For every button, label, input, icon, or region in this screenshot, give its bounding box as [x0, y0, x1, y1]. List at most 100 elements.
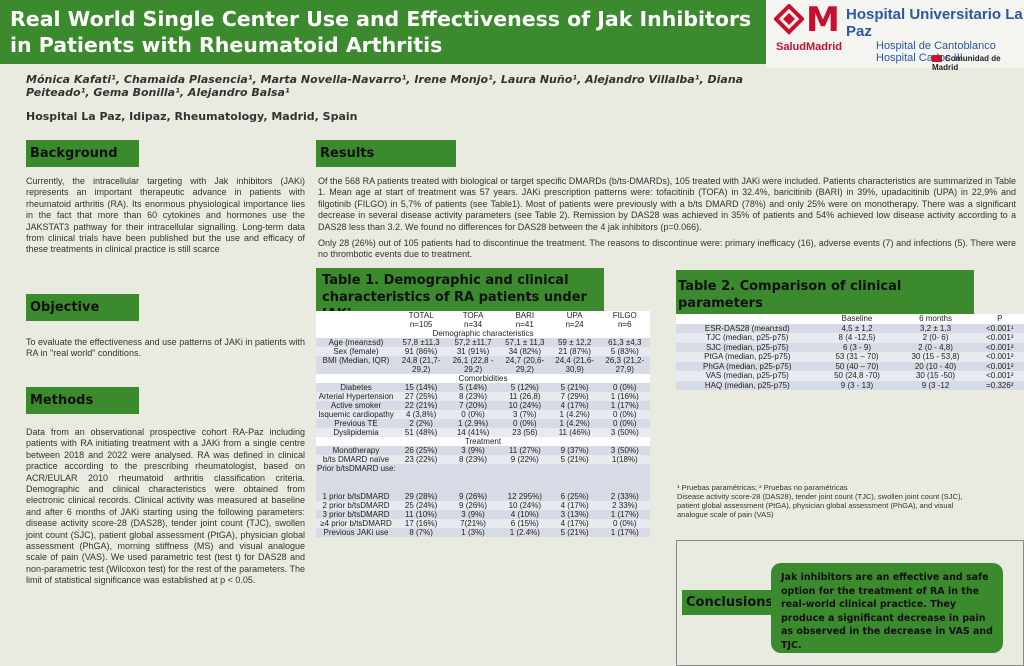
table-cell: 8 (7%): [396, 528, 447, 537]
table-cell: 22 (21%): [396, 401, 447, 410]
table2-row: HAQ (median, p25-p75) 9 (3 - 13) 9 (3 -12 =…: [676, 380, 1024, 390]
table-cell: 7(21%): [446, 519, 500, 528]
table-cell: 57,1 ± 11,3: [499, 338, 550, 347]
table-cell: 57,2 ±11,7: [446, 338, 500, 347]
comunidad-label: Comunidad de Madrid: [932, 54, 1001, 72]
table1-column-header: TOTAL n=105: [396, 311, 447, 329]
table-cell: 3 (7%): [499, 410, 550, 419]
table-cell: 1 (4.2%): [549, 410, 600, 419]
table1-comorbidity-row: Previous TE 2 (2%) 1 (2.9%) 0 (0%) 1 (4.2%) 0…: [316, 419, 650, 428]
table-cell: <0.001²: [975, 361, 1024, 371]
table1-prior-row: Previous JAKi use 8 (7%) 1 (3%) 1 (2.4%) 5 (…: [316, 528, 650, 537]
table-cell: 10 (24%): [499, 501, 550, 510]
table-cell: <0.001²: [975, 342, 1024, 352]
table-cell: 50 (24,8 -70): [818, 371, 896, 381]
table-cell: 20 (10 - 40): [895, 361, 976, 371]
table-cell: <0.001²: [975, 333, 1024, 343]
table2-row: ESR-DAS28 (mean±sd) 4,5 ± 1,2 3,2 ± 1,3 <0.…: [676, 323, 1024, 333]
table-cell: 24,4 (21,6-30,9): [549, 356, 600, 374]
row-label: Monotherapy: [316, 446, 396, 455]
methods-text: Data from an observational prospective c…: [26, 427, 305, 586]
table1-column-header: BARI n=41: [499, 311, 550, 329]
table-cell: 11 (26,8): [499, 392, 550, 401]
row-label: 1 prior b/tsDMARD: [316, 492, 396, 501]
table2-title: Table 2. Comparison of clinical paramete…: [676, 270, 974, 320]
row-label: SJC (median, p25-p75): [676, 342, 819, 352]
table-cell: 61,3 ±4,3: [599, 338, 650, 347]
row-label: Active smoker: [316, 401, 396, 410]
table1-prior-row: 2 prior b/tsDMARD 25 (24%) 9 (26%) 10 (24%)…: [316, 501, 650, 510]
hospital-sub1: Hospital de Cantoblanco: [876, 40, 996, 52]
table-cell: 9 (22%): [499, 455, 550, 464]
table-cell: 2 (2%): [396, 419, 447, 428]
row-label: Age (mean±sd): [316, 338, 396, 347]
table-cell: 8 (23%): [446, 392, 500, 401]
table-cell: 24,7 (20,6-29,2): [499, 356, 550, 374]
table-cell: 15 (14%): [396, 383, 447, 392]
table-cell: 4 (10%): [499, 510, 550, 519]
table-cell: 4 (3,8%): [396, 410, 447, 419]
table-cell: <0.001²: [975, 371, 1024, 381]
table-cell: 4,5 ± 1,2: [818, 323, 896, 333]
table-cell: 2 (0 - 4,8): [895, 342, 976, 352]
table-cell: 8 (23%): [446, 455, 500, 464]
row-label: HAQ (median, p25-p75): [676, 380, 819, 390]
table-cell: 1 (17%): [599, 510, 650, 519]
row-label: TJC (median, p25-p75): [676, 333, 819, 343]
table-cell: 9 (26%): [446, 492, 500, 501]
table-cell: =0.326²: [975, 380, 1024, 390]
table-cell: 31 (91%): [446, 347, 500, 356]
row-label: b/ts DMARD naïve: [316, 455, 396, 464]
table-cell: 2 (33%): [599, 492, 650, 501]
table-cell: 3 (50%): [599, 428, 650, 437]
table-cell: 53 (31 – 70): [818, 352, 896, 362]
table-cell: 59 ± 12,2: [549, 338, 600, 347]
salud-madrid-cross-icon: [774, 4, 804, 35]
table-cell: 6 (3 - 9): [818, 342, 896, 352]
row-label: Dyslipidemia: [316, 428, 396, 437]
table2-notes: ¹ Pruebas paramétricas; ² Pruebas no par…: [677, 483, 977, 519]
table-cell: 4 (17%): [549, 401, 600, 410]
table2-column-header: P: [975, 314, 1024, 324]
table-cell: 30 (15 -50): [895, 371, 976, 381]
table-cell: 1(18%): [599, 455, 650, 464]
table2-header-row: Baseline 6 months P: [676, 314, 1024, 324]
table1-column-header: UPA n=24: [549, 311, 600, 329]
table-cell: 9 (3 -12: [895, 380, 976, 390]
madrid-logo-letter: M: [806, 0, 840, 40]
table-cell: 26,1 (22,8 - 29,2): [446, 356, 500, 374]
prior-use-label: Prior b/tsDMARD use:: [316, 464, 650, 492]
table-cell: 25 (24%): [396, 501, 447, 510]
table-cell: <0.001¹: [975, 323, 1024, 333]
objective-text: To evaluate the effectiveness and use pa…: [26, 337, 305, 359]
table-cell: 0 (0%): [599, 410, 650, 419]
table-cell: 26 (25%): [396, 446, 447, 455]
affiliation: Hospital La Paz, Idipaz, Rheumatology, M…: [26, 110, 358, 123]
table-cell: 9 (3 - 13): [818, 380, 896, 390]
table2-row: PtGA (median, p25-p75) 53 (31 – 70) 30 (15…: [676, 352, 1024, 362]
row-label: Isquemic cardiopathy: [316, 410, 396, 419]
table-cell: <0.001²: [975, 352, 1024, 362]
table-cell: 26,3 (21,2-27,9): [599, 356, 650, 374]
table-cell: 5 (21%): [549, 455, 600, 464]
table-cell: 12 295%): [499, 492, 550, 501]
background-heading: Background: [26, 140, 139, 167]
table-cell: 27 (25%): [396, 392, 447, 401]
table1-demographic-row: Age (mean±sd) 57,8 ±11,3 57,2 ±11,7 57,1 ± …: [316, 338, 650, 347]
table-cell: 8 (4 -12,5): [818, 333, 896, 343]
table-cell: 1 (17%): [599, 528, 650, 537]
row-label: BMI (Median, IQR): [316, 356, 396, 374]
row-label: ESR-DAS28 (mean±sd): [676, 323, 819, 333]
table-cell: 5 (21%): [549, 383, 600, 392]
table-cell: 3 (50%): [599, 446, 650, 455]
table-cell: 24,8 (21,7-29,2): [396, 356, 447, 374]
table-cell: 4 (17%): [549, 501, 600, 510]
table-cell: 5 (12%): [499, 383, 550, 392]
table1-column-header: TOFA n=34: [446, 311, 500, 329]
row-label: 3 prior b/tsDMARD: [316, 510, 396, 519]
table2-row: PhGA (median, p25-p75) 50 (40 – 70) 20 (10…: [676, 361, 1024, 371]
objective-heading: Objective: [26, 294, 139, 321]
row-label: PhGA (median, p25-p75): [676, 361, 819, 371]
table-cell: 9 (26%): [446, 501, 500, 510]
table-cell: 17 (16%): [396, 519, 447, 528]
